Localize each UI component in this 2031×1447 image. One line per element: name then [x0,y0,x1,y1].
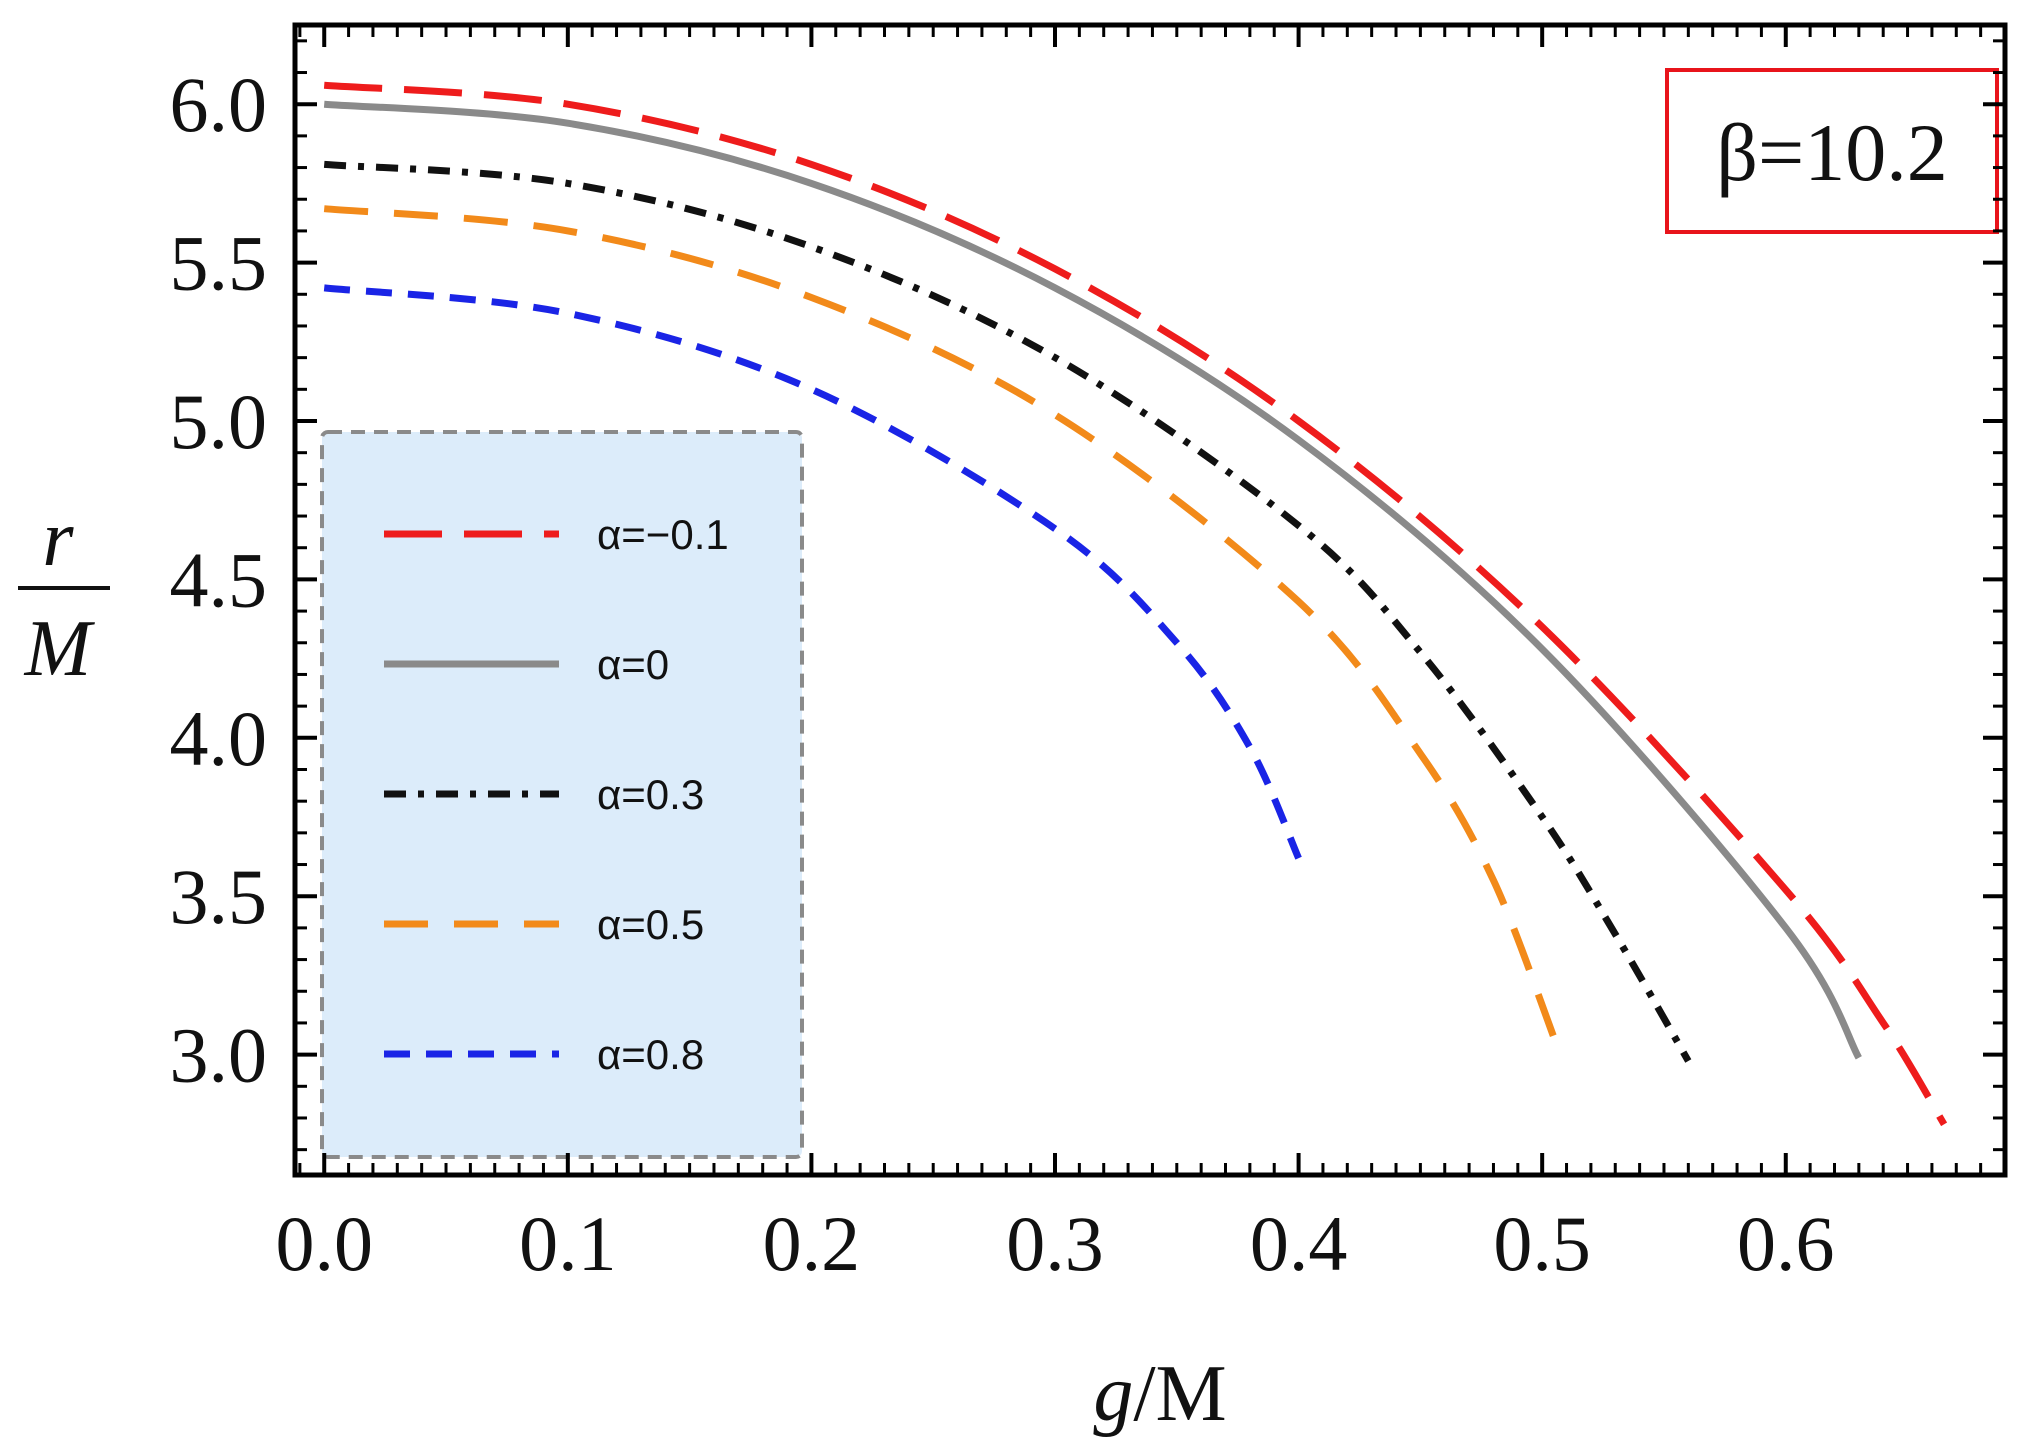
axis-ticks [295,25,2007,1175]
y-tick-label: 5.5 [170,220,268,307]
series-line-α=0.5 [323,205,1558,1041]
plot-area [323,81,1948,1127]
x-tick-label: 0.3 [1006,1200,1104,1287]
plot-frame [292,22,2008,1178]
x-tick-label: 0.2 [763,1200,861,1287]
legend-label-α=0.5: α=0.5 [597,901,704,948]
series-line-α=0.8 [323,284,1302,860]
annotation-box: β=10.2 [1665,68,1999,234]
y-tick-label: 5.0 [170,378,268,465]
y-axis-label-denominator: M [24,605,96,693]
series-line-α=0 [323,100,1862,1060]
legend-box [320,430,804,1159]
y-axis-label-numerator: r [42,495,74,583]
x-axis-label: g/M [1093,1350,1226,1438]
y-tick-label: 3.5 [170,853,268,940]
tick-labels: 0.0 0.1 0.2 0.3 0.4 0.5 0.6 3.0 3.5 4.0 4.5 5.0 5.5 6… [170,61,1835,1287]
frame-rect [292,22,2008,1178]
x-tick-label: 0.6 [1737,1200,1835,1287]
x-tick-label: 0.4 [1250,1200,1348,1287]
legend-label-α=0.3: α=0.3 [597,771,704,818]
annotation-text: β=10.2 [1716,107,1947,198]
series-line-α=-0.1 [323,81,1948,1127]
x-tick-label: 0.0 [275,1200,373,1287]
y-tick-label: 4.0 [170,695,268,782]
legend-label-α=0: α=0 [597,641,669,688]
annotation-frame [1665,68,1999,234]
y-tick-label: 4.5 [170,536,268,623]
axis-labels: g/M rM [18,495,1227,1438]
legend: α=−0.1 α=0 α=0.3 α=0.5 α=0.8 [320,430,804,1159]
legend-label-α=-0.1: α=−0.1 [597,511,729,558]
legend-label-α=0.8: α=0.8 [597,1031,704,1078]
x-tick-label: 0.1 [519,1200,617,1287]
y-tick-label: 6.0 [170,61,268,148]
y-tick-label: 3.0 [170,1012,268,1099]
x-tick-label: 0.5 [1493,1200,1591,1287]
